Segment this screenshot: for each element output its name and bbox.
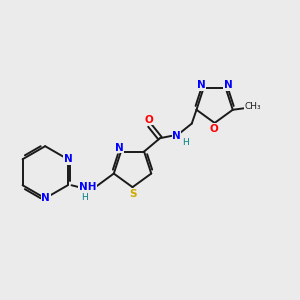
Text: NH: NH xyxy=(79,182,97,193)
Text: N: N xyxy=(224,80,233,90)
Text: O: O xyxy=(145,115,154,125)
Text: N: N xyxy=(64,154,73,164)
Text: N: N xyxy=(41,193,50,203)
Text: N: N xyxy=(172,131,181,141)
Text: S: S xyxy=(129,188,136,199)
Text: H: H xyxy=(182,138,189,147)
Text: O: O xyxy=(210,124,219,134)
Text: H: H xyxy=(82,194,88,202)
Text: CH₃: CH₃ xyxy=(244,102,261,111)
Text: N: N xyxy=(197,80,206,90)
Text: N: N xyxy=(115,143,124,153)
